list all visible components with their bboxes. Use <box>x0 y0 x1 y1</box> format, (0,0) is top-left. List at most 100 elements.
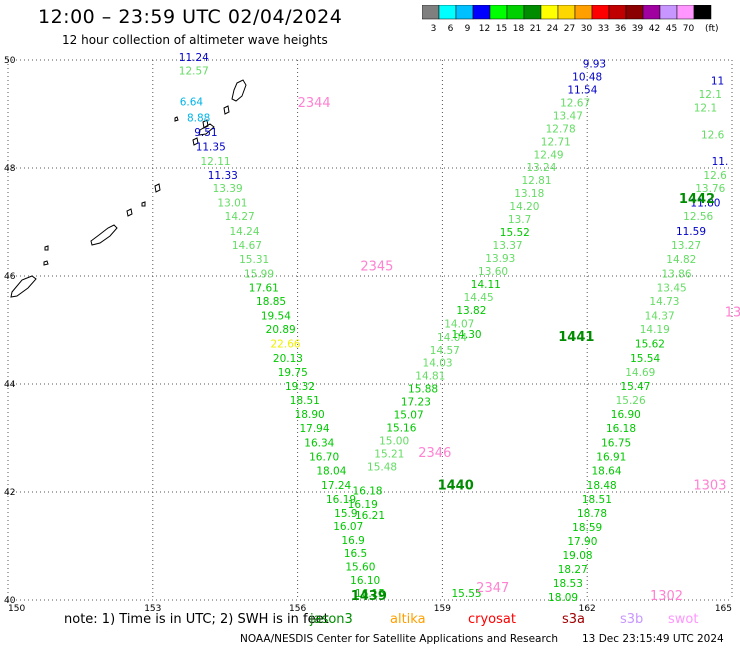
legend-swatch <box>608 5 627 20</box>
swh-value: 15.16 <box>386 423 416 435</box>
swh-value: 15.55 <box>452 588 482 600</box>
swh-value: 10.48 <box>572 72 602 84</box>
lat-tick-label: 46 <box>4 272 16 282</box>
pass-time-label: 1303 <box>693 478 726 493</box>
swh-value: 14.11 <box>471 279 501 291</box>
swh-value: 12.6 <box>703 170 727 182</box>
pass-time-label: 2345 <box>360 260 393 275</box>
legend-swatch <box>523 5 542 20</box>
swh-value: 16.90 <box>611 409 641 421</box>
legend-swatch <box>591 5 610 20</box>
lon-tick-label: 165 <box>715 604 732 614</box>
pass-time-label: 2347 <box>476 581 509 596</box>
legend-label: 39 <box>632 24 644 34</box>
swh-value: 13.86 <box>661 269 691 281</box>
swh-value: 16.5 <box>344 548 367 560</box>
swh-value: 13.18 <box>514 188 544 200</box>
swh-value: 13.39 <box>213 183 243 195</box>
pass-time-label: 1302 <box>650 589 683 604</box>
satellite-legend: jason3 altika cryosat s3a s3b swot <box>0 612 740 630</box>
legend-label: 42 <box>649 24 660 34</box>
swh-value: 18.27 <box>558 564 588 576</box>
swh-value: 18.85 <box>256 296 286 308</box>
pass-time-labels: 2344 2345 2346 2347 1440 1441 1442 1439 1303 1302… <box>298 96 740 604</box>
swh-value: 18.48 <box>587 480 617 492</box>
swh-value: 19.54 <box>261 311 291 323</box>
swh-value: 11.33 <box>208 170 238 182</box>
swh-value: 18.04 <box>316 466 346 478</box>
swh-value: 20.13 <box>273 353 303 365</box>
satellite-label-altika: altika <box>390 612 426 627</box>
satellite-label-swot: swot <box>668 612 699 627</box>
swh-value: 15.21 <box>374 448 404 460</box>
swh-value: 14.04 <box>437 332 467 344</box>
swh-value: 16.07 <box>333 521 363 533</box>
swh-value: 15.47 <box>620 381 650 393</box>
satellite-label-jason3: jason3 <box>310 612 353 627</box>
swh-value: 18.53 <box>553 578 583 590</box>
legend-swatch <box>455 5 474 20</box>
swh-value: 19.08 <box>563 550 593 562</box>
swh-value: 17.24 <box>321 480 351 492</box>
pass-time-label: 130 <box>725 306 740 321</box>
satellite-label-cryosat: cryosat <box>468 612 516 627</box>
lon-tick-label: 156 <box>289 604 306 614</box>
legend-label: 9 <box>465 24 471 34</box>
legend-label: 3 <box>431 24 437 34</box>
swh-value: 11.24 <box>179 52 209 64</box>
swh-value: 18.78 <box>577 508 607 520</box>
legend-swatch <box>574 5 593 20</box>
map-title: 12:00 – 23:59 UTC 02/04/2024 <box>38 6 343 28</box>
lat-lon-grid <box>7 59 733 601</box>
swh-value: 16.18 <box>606 423 636 435</box>
swh-value: 15.54 <box>630 353 660 365</box>
pass-time-label: 1441 <box>558 330 594 345</box>
credit-text: NOAA/NESDIS Center for Satellite Applica… <box>240 633 558 645</box>
swh-value: 14.07 <box>444 318 474 330</box>
swh-value: 13.01 <box>217 197 247 209</box>
coastline-kuril-islands <box>10 79 247 298</box>
swh-value: 15.00 <box>379 435 409 447</box>
lat-tick-label: 50 <box>4 56 16 66</box>
pass-time-label: 1440 <box>438 478 474 493</box>
swh-value: 6.64 <box>180 96 204 108</box>
swh-value: 15.62 <box>635 338 665 350</box>
swh-value: 14.24 <box>229 226 259 238</box>
swh-value: 14.37 <box>645 311 675 323</box>
satellite-label-s3a: s3a <box>562 612 586 627</box>
swh-value: 17.23 <box>401 397 431 409</box>
swh-value: 18.90 <box>295 409 325 421</box>
swh-value: 13.93 <box>485 253 515 265</box>
swh-value: 16.10 <box>350 575 380 587</box>
swh-value: 14.73 <box>649 296 679 308</box>
swh-value: 16.75 <box>601 438 631 450</box>
swh-value: 16.70 <box>309 452 339 464</box>
swh-value: 13.47 <box>553 110 583 122</box>
legend-swatch <box>693 5 712 20</box>
swh-value: 8.88 <box>187 113 210 125</box>
swh-value: 12.78 <box>546 123 576 135</box>
swh-value: 15.60 <box>345 561 375 573</box>
swh-value: 11.59 <box>676 226 706 238</box>
swh-value: 13.82 <box>456 305 486 317</box>
swh-value: 14.57 <box>430 345 460 357</box>
swh-value: 12.67 <box>560 97 590 109</box>
pass-time-label: 1439 <box>351 589 387 604</box>
swh-value: 16.21 <box>355 510 385 522</box>
legend-unit: (ft) <box>705 24 719 34</box>
swh-value: 14.82 <box>666 254 696 266</box>
legend-swatch <box>472 5 491 20</box>
swh-value: 15.26 <box>616 395 646 407</box>
swh-value: 15.88 <box>408 384 438 396</box>
pass-time-label: 1442 <box>679 192 715 207</box>
swh-value: 12.1 <box>699 89 722 101</box>
swh-value: 18.51 <box>290 395 320 407</box>
legend-label: 27 <box>564 24 575 34</box>
swh-value: 16.19 <box>326 494 356 506</box>
swh-value: 15.52 <box>500 227 530 239</box>
swh-value: 16.91 <box>596 452 626 464</box>
swh-value: 13.27 <box>671 240 701 252</box>
legend-label: 6 <box>448 24 454 34</box>
swh-value: 11.35 <box>196 142 226 154</box>
swh-value: 14.67 <box>232 240 262 252</box>
